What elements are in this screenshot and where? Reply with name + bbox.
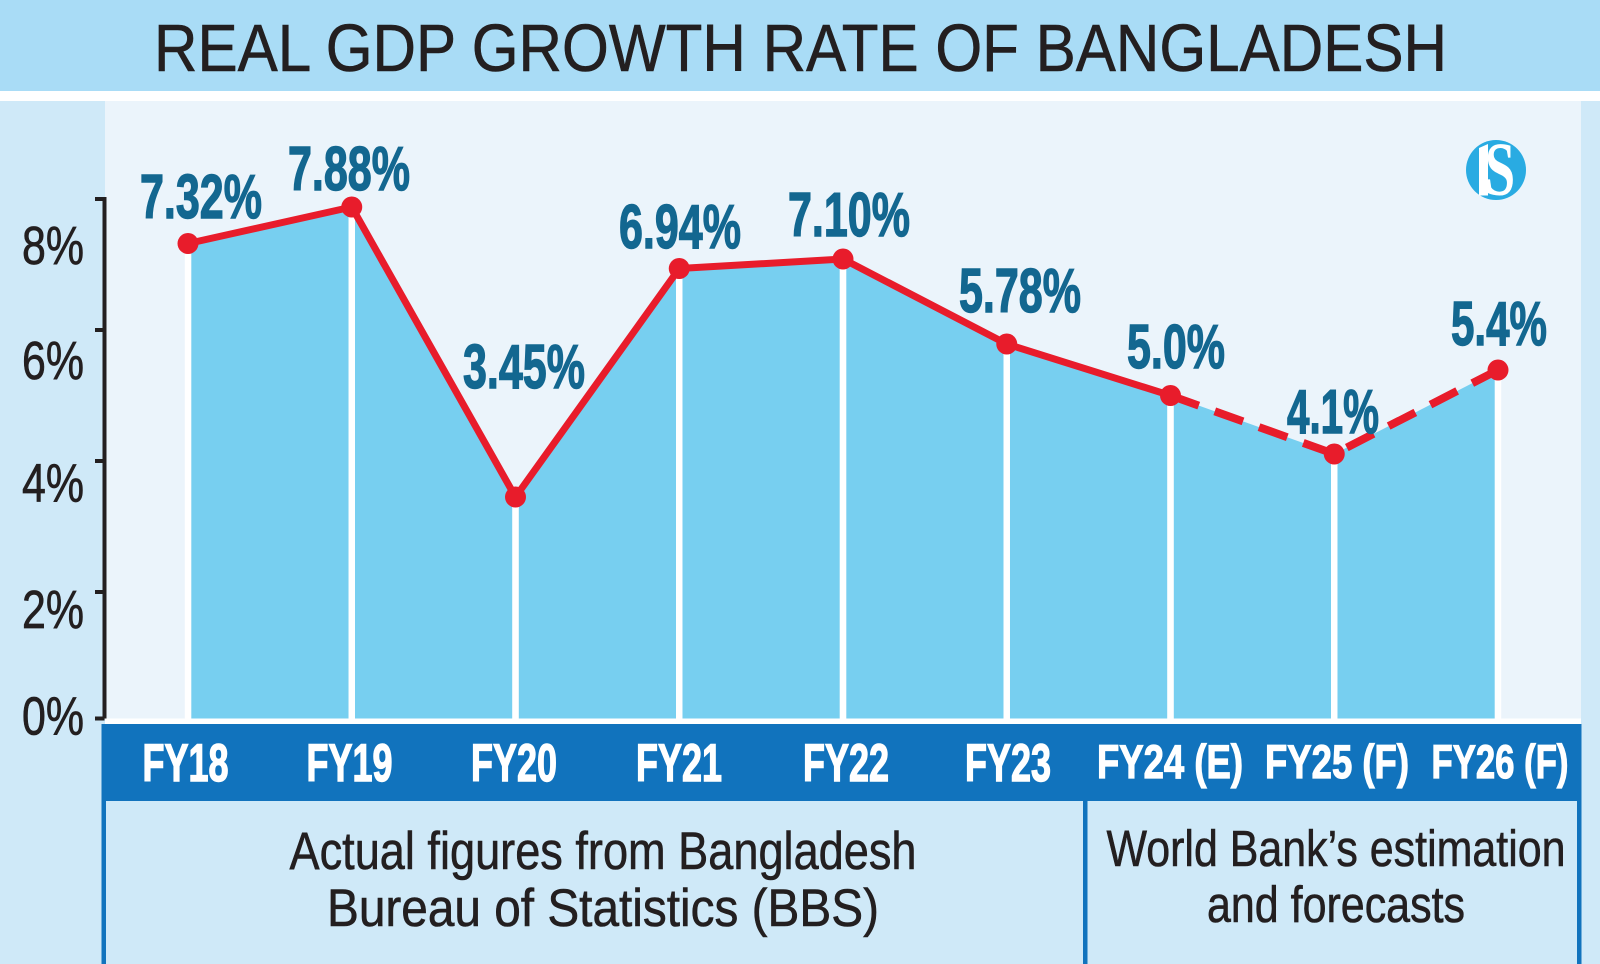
svg-text:FY22: FY22 — [803, 734, 889, 793]
svg-text:FY20: FY20 — [471, 734, 557, 793]
svg-text:Actual figures from Bangladesh: Actual figures from Bangladesh — [290, 822, 917, 881]
svg-text:5.4%: 5.4% — [1451, 290, 1547, 359]
svg-text:7.10%: 7.10% — [788, 181, 910, 250]
svg-text:7.32%: 7.32% — [140, 163, 262, 232]
svg-text:5.78%: 5.78% — [959, 257, 1081, 326]
svg-text:FY24 (E): FY24 (E) — [1097, 735, 1243, 788]
svg-text:4%: 4% — [22, 454, 84, 514]
svg-text:FY26 (F): FY26 (F) — [1432, 735, 1569, 788]
svg-text:FY23: FY23 — [965, 734, 1051, 793]
svg-text:7.88%: 7.88% — [288, 135, 410, 204]
svg-text:6%: 6% — [22, 331, 84, 391]
svg-text:5.0%: 5.0% — [1127, 313, 1225, 382]
svg-text:S: S — [1485, 128, 1515, 212]
svg-text:Bureau of Statistics (BBS): Bureau of Statistics (BBS) — [327, 879, 879, 938]
svg-text:REAL GDP GROWTH RATE OF BANGLA: REAL GDP GROWTH RATE OF BANGLADESH — [154, 11, 1447, 86]
svg-text:FY21: FY21 — [636, 734, 722, 793]
svg-text:2%: 2% — [22, 580, 84, 640]
svg-text:4.1%: 4.1% — [1287, 378, 1379, 447]
svg-text:8%: 8% — [22, 216, 84, 276]
svg-text:FY25 (F): FY25 (F) — [1265, 735, 1409, 788]
svg-text:FY18: FY18 — [143, 734, 229, 793]
svg-text:and forecasts: and forecasts — [1207, 876, 1465, 933]
svg-text:World Bank’s estimation: World Bank’s estimation — [1107, 820, 1566, 877]
svg-text:FY19: FY19 — [307, 734, 393, 793]
svg-text:6.94%: 6.94% — [619, 193, 741, 262]
svg-text:3.45%: 3.45% — [463, 333, 585, 402]
svg-text:0%: 0% — [22, 687, 84, 747]
